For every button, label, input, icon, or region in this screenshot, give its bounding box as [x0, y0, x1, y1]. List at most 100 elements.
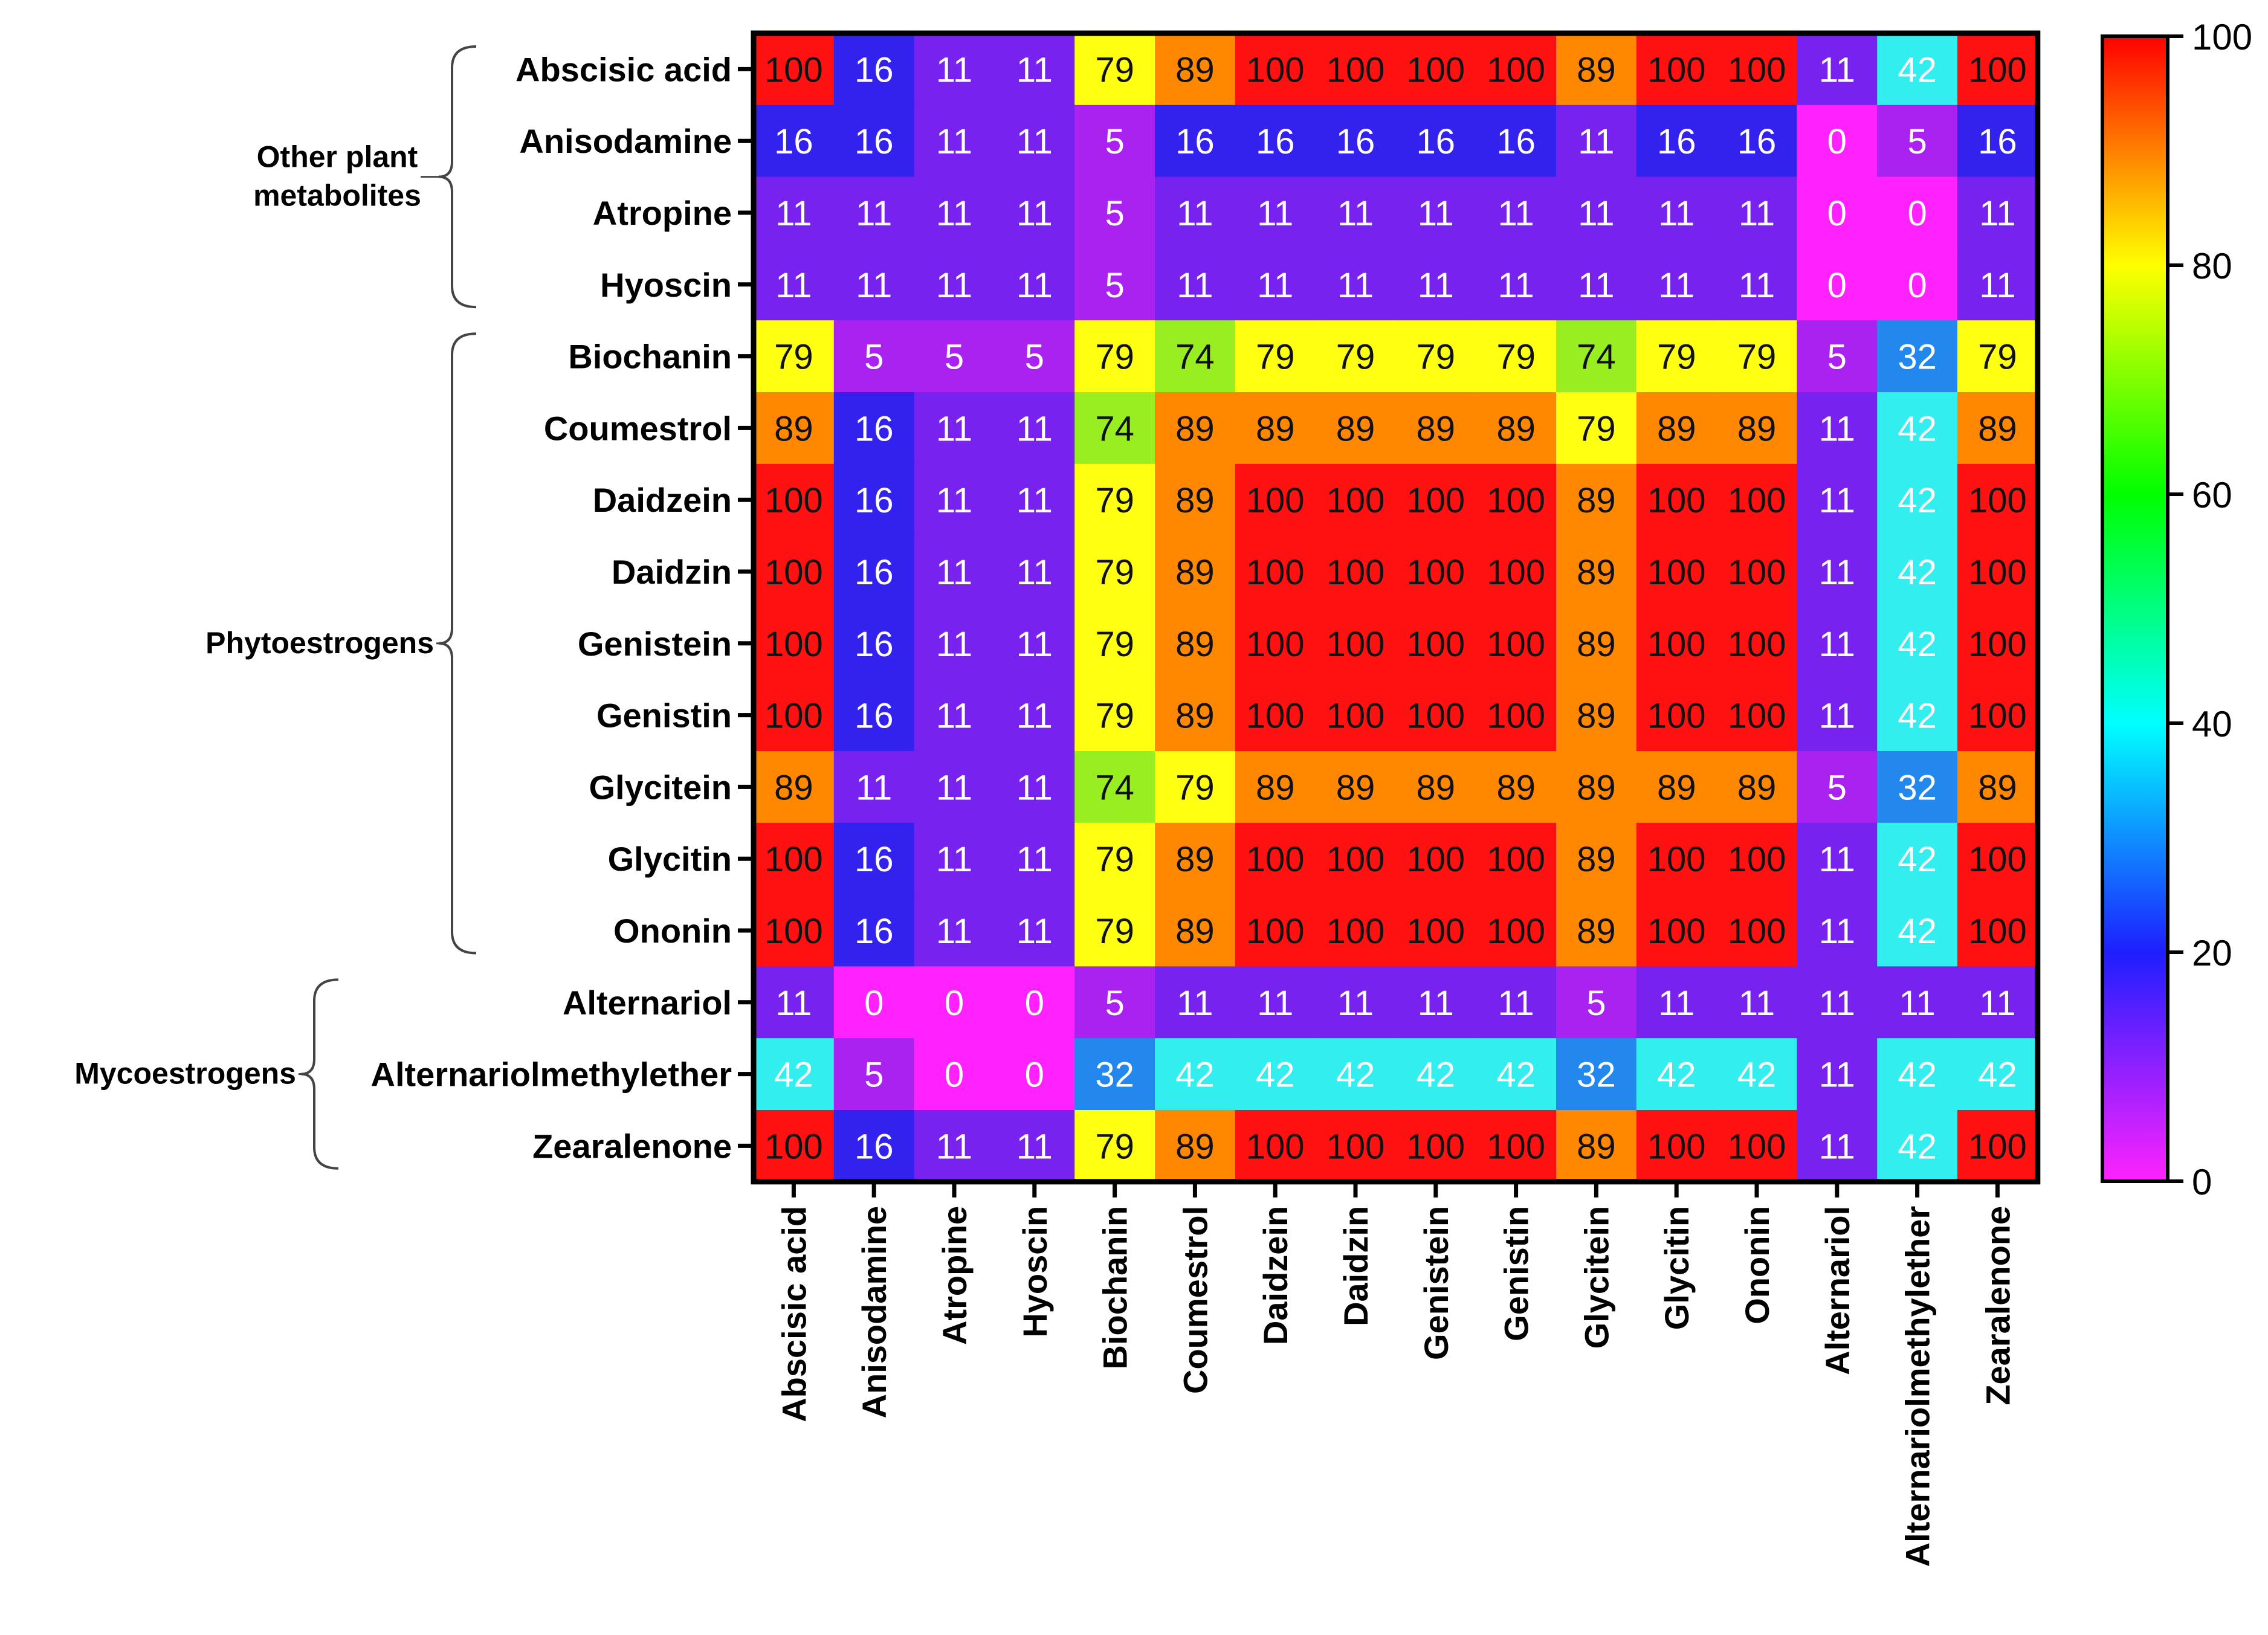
cell-value-label: 42 [1417, 1056, 1456, 1095]
heatmap-cell [994, 751, 1075, 824]
heatmap-cell [833, 105, 915, 178]
heatmap-cell [1556, 463, 1637, 537]
heatmap-cell [754, 822, 835, 895]
cell-value-label: 5 [1105, 984, 1124, 1023]
cell-value-label: 11 [1257, 266, 1293, 305]
colorbar-tick-label: 80 [2192, 246, 2232, 286]
cell-value-label: 89 [1978, 409, 2017, 448]
cell-value-label: 89 [1577, 1127, 1616, 1166]
cell-value-label: 100 [1647, 625, 1706, 664]
cell-value-label: 11 [1177, 266, 1213, 305]
heatmap-cell [1556, 751, 1637, 824]
cell-value-label: 100 [1246, 697, 1305, 736]
heatmap-cell [833, 248, 915, 321]
cell-value-label: 79 [1336, 338, 1375, 377]
cell-value-label: 16 [1657, 122, 1696, 161]
cell-value-label: 79 [1256, 338, 1295, 377]
cell-value-label: 89 [1336, 409, 1375, 448]
heatmap-cell [1315, 320, 1396, 393]
cell-value-label: 11 [1819, 409, 1855, 448]
cell-value-label: 11 [1016, 912, 1053, 951]
cell-value-label: 0 [1827, 266, 1847, 305]
heatmap-cell [754, 1038, 835, 1111]
cell-value-label: 11 [1819, 625, 1855, 664]
cell-value-label: 100 [1487, 625, 1545, 664]
cell-value-label: 16 [855, 697, 894, 736]
cell-value-label: 89 [1417, 409, 1456, 448]
heatmap-cell [1074, 176, 1155, 249]
heatmap-cell [994, 1038, 1075, 1111]
cell-value-label: 42 [1898, 1056, 1937, 1095]
cell-value-label: 100 [1968, 697, 2027, 736]
heatmap-cell [1556, 320, 1637, 393]
cell-value-label: 11 [936, 625, 972, 664]
heatmap-cell [1315, 105, 1396, 178]
colorbar-tick-label: 20 [2192, 933, 2232, 973]
heatmap-cell [1235, 751, 1316, 824]
cell-value-label: 11 [936, 481, 972, 520]
cell-value-label: 11 [1177, 984, 1213, 1023]
heatmap-cell [1476, 751, 1557, 824]
heatmap-cell [1476, 176, 1557, 249]
cell-value-label: 11 [1819, 984, 1855, 1023]
heatmap-cell [1476, 248, 1557, 321]
cell-value-label: 32 [1577, 1056, 1616, 1095]
cell-value-label: 100 [1487, 50, 1545, 89]
cell-value-label: 42 [1175, 1056, 1215, 1095]
heatmap-cell [1155, 176, 1236, 249]
cell-value-label: 89 [1175, 553, 1215, 592]
cell-value-label: 11 [1016, 50, 1053, 89]
cell-value-label: 100 [1246, 50, 1305, 89]
cell-value-label: 100 [1728, 481, 1786, 520]
cell-value-label: 100 [764, 625, 823, 664]
cell-value-label: 79 [1737, 338, 1777, 377]
cell-value-label: 100 [764, 840, 823, 879]
heatmap-cell [1716, 105, 1797, 178]
cell-value-label: 11 [1819, 1056, 1855, 1095]
heatmap-cell [1716, 33, 1797, 106]
cell-value-label: 100 [1406, 50, 1465, 89]
heatmap-cell [1074, 751, 1155, 824]
cell-value-label: 16 [855, 553, 894, 592]
cell-value-label: 11 [1257, 194, 1293, 233]
heatmap-cell [1556, 392, 1637, 465]
cell-value-label: 5 [1586, 984, 1606, 1023]
cell-value-label: 11 [856, 266, 892, 305]
heatmap-cell [914, 1110, 995, 1182]
cell-value-label: 74 [1577, 338, 1616, 377]
row-label-ononin: Ononin [613, 912, 732, 950]
heatmap-cell [1074, 1038, 1155, 1111]
cell-value-label: 11 [1819, 912, 1855, 951]
cell-value-label: 42 [1737, 1056, 1777, 1095]
column-label-atropine: Atropine [935, 1206, 974, 1345]
heatmap-cell [1797, 320, 1878, 393]
cell-value-label: 100 [1326, 912, 1385, 951]
cell-value-label: 16 [774, 122, 813, 161]
cell-value-label: 5 [1105, 122, 1124, 161]
heatmap-cell [1074, 320, 1155, 393]
cell-value-label: 42 [1898, 912, 1937, 951]
cell-value-label: 11 [1497, 984, 1534, 1023]
heatmap-cell [1877, 894, 1958, 967]
cell-value-label: 89 [1175, 50, 1215, 89]
cell-value-label: 16 [855, 50, 894, 89]
heatmap-cell [1716, 607, 1797, 680]
heatmap-cell [1315, 751, 1396, 824]
heatmap-frame [751, 30, 2041, 1185]
cell-value-label: 5 [1025, 338, 1044, 377]
heatmap-cell [1636, 535, 1717, 608]
cell-value-label: 11 [1578, 266, 1614, 305]
cell-value-label: 32 [1095, 1056, 1134, 1095]
heatmap-cell [1476, 966, 1557, 1039]
group-label-other-plant-metabolites: Other plant metabolites [253, 140, 421, 213]
cell-value-label: 5 [1105, 194, 1124, 233]
heatmap-cell [833, 33, 915, 106]
heatmap-cell [1556, 176, 1637, 249]
cell-value-label: 16 [855, 625, 894, 664]
row-label-alternariolmethylether: Alternariolmethylether [371, 1056, 732, 1094]
cell-value-label: 11 [1016, 409, 1053, 448]
heatmap-cell [1074, 894, 1155, 967]
heatmap-cell [1235, 105, 1316, 178]
heatmap-cell [1636, 1110, 1717, 1182]
heatmap-cell [754, 607, 835, 680]
